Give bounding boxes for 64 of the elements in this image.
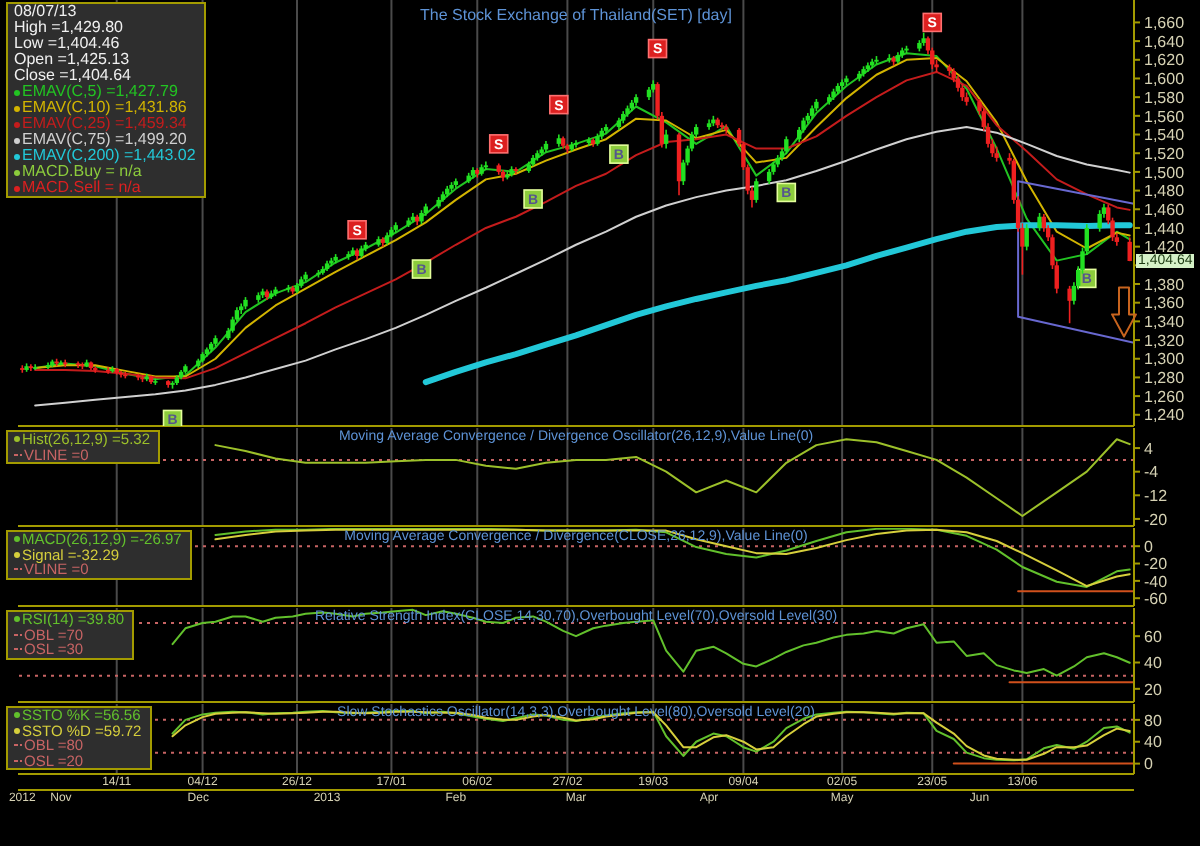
line-series [422,222,1133,386]
legend-label: MACD.Sell = n/a [22,178,141,196]
y-tick-label: 1,460 [1144,200,1186,219]
candlestick [20,364,25,374]
candlestick [513,166,519,175]
y-tick-label: -4 [1144,463,1160,482]
y-tick-label: 40 [1144,733,1163,752]
candlestick [754,177,759,204]
y-tick-label: -20 [1144,510,1169,529]
y-tick-label: 1,540 [1144,126,1186,145]
candlestick [1024,223,1029,252]
y-tick-label: 1,520 [1144,144,1186,163]
y-tick-label: 1,260 [1144,387,1186,406]
candlestick [1097,209,1102,233]
annotation: Low =1,404.46 [14,34,120,52]
legend-label: EMAV(C,75) =1,499.20 [22,130,187,148]
y-tick-label: 1,240 [1144,406,1186,425]
candlestick [45,361,51,370]
y-tick-label: 1,340 [1144,313,1186,332]
candlestick [483,160,489,171]
annotation: Close =1,404.64 [14,66,131,84]
y-tick-label: -60 [1144,589,1169,608]
y-tick-label: 1,640 [1144,32,1186,51]
y-tick-label: 1,280 [1144,369,1186,388]
y-tick-label: -40 [1144,572,1169,591]
y-tick-label: 1,420 [1144,238,1186,257]
y-tick-label: -20 [1144,555,1169,574]
candlestick [105,366,111,375]
legend-label: EMAV(C,10) =1,431.86 [22,98,187,116]
legend-label: MACD.Buy = n/a [22,162,142,180]
y-tick-label: -12 [1144,486,1169,505]
y-tick-label: 1,660 [1144,14,1186,33]
y-tick-label: 1,560 [1144,107,1186,126]
candlestick [93,365,98,374]
annotation: 08/07/13 [14,2,77,20]
y-tick-label: 4 [1144,439,1154,458]
y-tick-label: 20 [1144,680,1163,699]
chart-title: The Stock Exchange of Thailand(SET) [day] [420,6,732,24]
annotation: Open =1,425.13 [14,50,130,68]
y-tick-label: 1,620 [1144,51,1186,70]
y-tick-label: 1,580 [1144,88,1186,107]
legend-label: EMAV(C,5) =1,427.79 [22,82,178,100]
y-tick-label: 1,600 [1144,70,1186,89]
y-tick-label: 1,440 [1144,219,1186,238]
y-tick-label: 0 [1144,537,1154,556]
candlestick [1067,285,1072,325]
legend-label: EMAV(C,200) =1,443.02 [22,146,196,164]
annotation: High =1,429.80 [14,18,123,36]
y-tick-label: 1,380 [1144,275,1186,294]
candlestick [719,121,725,131]
candlestick [724,123,729,135]
y-tick-label: 1,360 [1144,294,1186,313]
y-tick-label: 1,320 [1144,331,1186,350]
y-tick-label: 1,300 [1144,350,1186,369]
y-tick-label: 1,500 [1144,163,1186,182]
line-series [171,608,1131,677]
y-tick-label: 80 [1144,711,1163,730]
y-tick-label: 1,480 [1144,182,1186,201]
y-tick-label: 0 [1144,755,1154,774]
candlestick [573,139,579,149]
y-tick-label: 40 [1144,654,1163,673]
legend-label: EMAV(C,25) =1,459.34 [22,114,187,132]
y-tick-label: 60 [1144,627,1163,646]
line-series [1017,180,1134,344]
